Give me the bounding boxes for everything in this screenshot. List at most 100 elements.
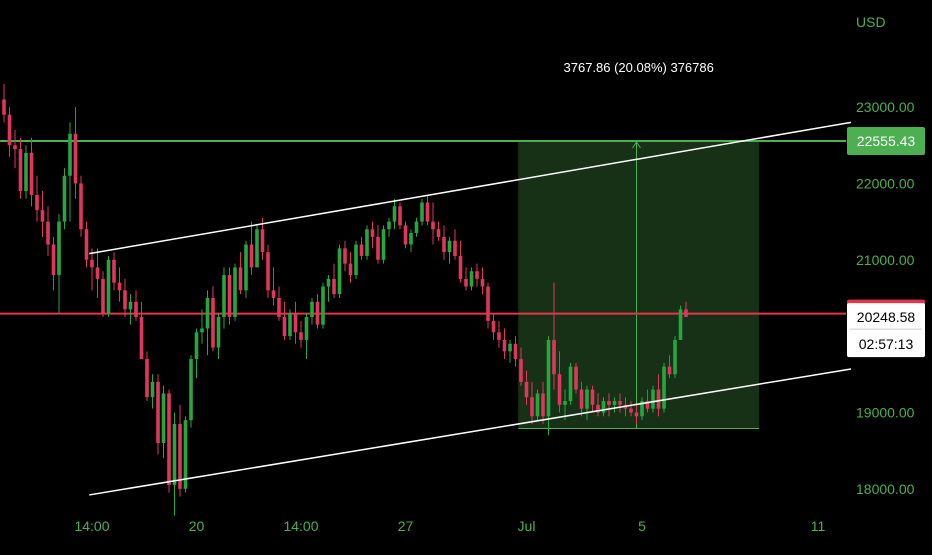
- x-tick-label: 11: [811, 518, 826, 534]
- candle-body: [183, 420, 188, 489]
- candle-down: [227, 267, 232, 325]
- candle-body: [392, 206, 397, 222]
- candle-up: [310, 297, 314, 325]
- candle-body: [145, 359, 149, 398]
- candle-down: [145, 351, 149, 402]
- candle-down: [238, 252, 243, 295]
- candle-up: [387, 217, 391, 237]
- x-tick-label: 27: [398, 518, 414, 534]
- candle-body: [271, 290, 276, 298]
- candle-body: [156, 381, 160, 444]
- x-tick-label: Jul: [518, 518, 536, 534]
- candle-body: [35, 194, 39, 211]
- candle-body: [376, 236, 380, 260]
- candle-up: [508, 339, 512, 363]
- candle-body: [458, 255, 463, 279]
- candle-body: [667, 366, 672, 375]
- candle-down: [497, 320, 501, 348]
- candle-body: [436, 229, 441, 237]
- candle-down: [112, 252, 116, 291]
- candle-body: [420, 202, 424, 222]
- candle-body: [299, 332, 303, 340]
- countdown-text: 02:57:13: [859, 336, 914, 352]
- candle-body: [211, 297, 215, 348]
- candle-body: [189, 359, 193, 421]
- candle-body: [249, 244, 254, 268]
- candle-down: [684, 301, 688, 318]
- candle-down: [480, 267, 485, 295]
- candle-body: [238, 267, 243, 291]
- candle-up: [354, 240, 358, 279]
- candle-body: [150, 381, 155, 398]
- current-price-tag: [847, 303, 925, 358]
- candle-down: [502, 328, 507, 360]
- candle-body: [656, 389, 661, 409]
- candle-down: [134, 290, 138, 321]
- candle-down: [398, 202, 402, 230]
- candle-body: [51, 244, 56, 276]
- candle-body: [304, 317, 309, 340]
- x-tick-label: 14:00: [283, 518, 318, 534]
- candle-down: [552, 282, 556, 390]
- candle-down: [46, 206, 50, 256]
- candle-body: [629, 408, 633, 413]
- candle-body: [590, 389, 595, 405]
- candle-down: [211, 286, 215, 352]
- candle-down: [29, 137, 34, 207]
- candle-up: [233, 263, 237, 321]
- candle-down: [458, 240, 463, 283]
- candle-down: [293, 301, 298, 344]
- candle-body: [277, 297, 281, 318]
- green-level-tag-text: 22555.43: [857, 133, 916, 149]
- candle-body: [640, 401, 644, 417]
- candle-body: [112, 259, 116, 283]
- x-axis[interactable]: 14:00 20 14:00 27 Jul 5 11: [74, 518, 825, 534]
- candle-down: [486, 282, 490, 329]
- candle-up: [194, 328, 199, 379]
- candle-body: [546, 339, 551, 417]
- candle-body: [662, 366, 666, 409]
- currency-label: USD: [856, 14, 886, 30]
- candle-body: [293, 313, 298, 333]
- upper-channel-line[interactable]: [89, 121, 852, 255]
- candle-up: [128, 294, 133, 325]
- candle-up: [288, 309, 292, 340]
- candle-down: [425, 194, 430, 226]
- candle-up: [568, 362, 573, 405]
- candle-body: [414, 221, 419, 234]
- current-price-text: 20248.58: [857, 309, 916, 325]
- candle-body: [585, 389, 589, 409]
- lower-channel-line[interactable]: [89, 368, 852, 496]
- candle-body: [359, 244, 364, 256]
- candle-up: [535, 389, 540, 421]
- candle-body: [216, 317, 221, 348]
- candle-down: [260, 217, 265, 260]
- candle-body: [194, 332, 199, 360]
- candle-down: [634, 404, 639, 424]
- candle-up: [189, 355, 193, 428]
- candle-down: [645, 389, 650, 413]
- candle-body: [321, 286, 325, 325]
- candle-down: [2, 84, 6, 123]
- y-axis[interactable]: USD 23000.00 22000.00 21000.00 19000.00 1800…: [856, 14, 915, 497]
- y-tick-label: 21000.00: [856, 252, 915, 268]
- candle-down: [596, 393, 600, 417]
- candle-body: [84, 229, 89, 260]
- trendlines-group: [89, 121, 852, 496]
- candle-body: [678, 309, 683, 340]
- candle-up: [216, 313, 221, 360]
- candle-up: [651, 385, 655, 413]
- candle-body: [172, 423, 177, 486]
- candle-up: [304, 313, 309, 360]
- candle-up: [337, 244, 342, 298]
- candle-body: [354, 244, 358, 276]
- candle-up: [68, 122, 72, 222]
- y-tick-label: 18000.00: [856, 481, 915, 497]
- candle-body: [2, 99, 6, 115]
- candle-body: [57, 221, 61, 276]
- candle-body: [486, 286, 490, 321]
- candle-down: [431, 202, 435, 245]
- candle-body: [288, 313, 292, 337]
- candle-down: [139, 301, 144, 360]
